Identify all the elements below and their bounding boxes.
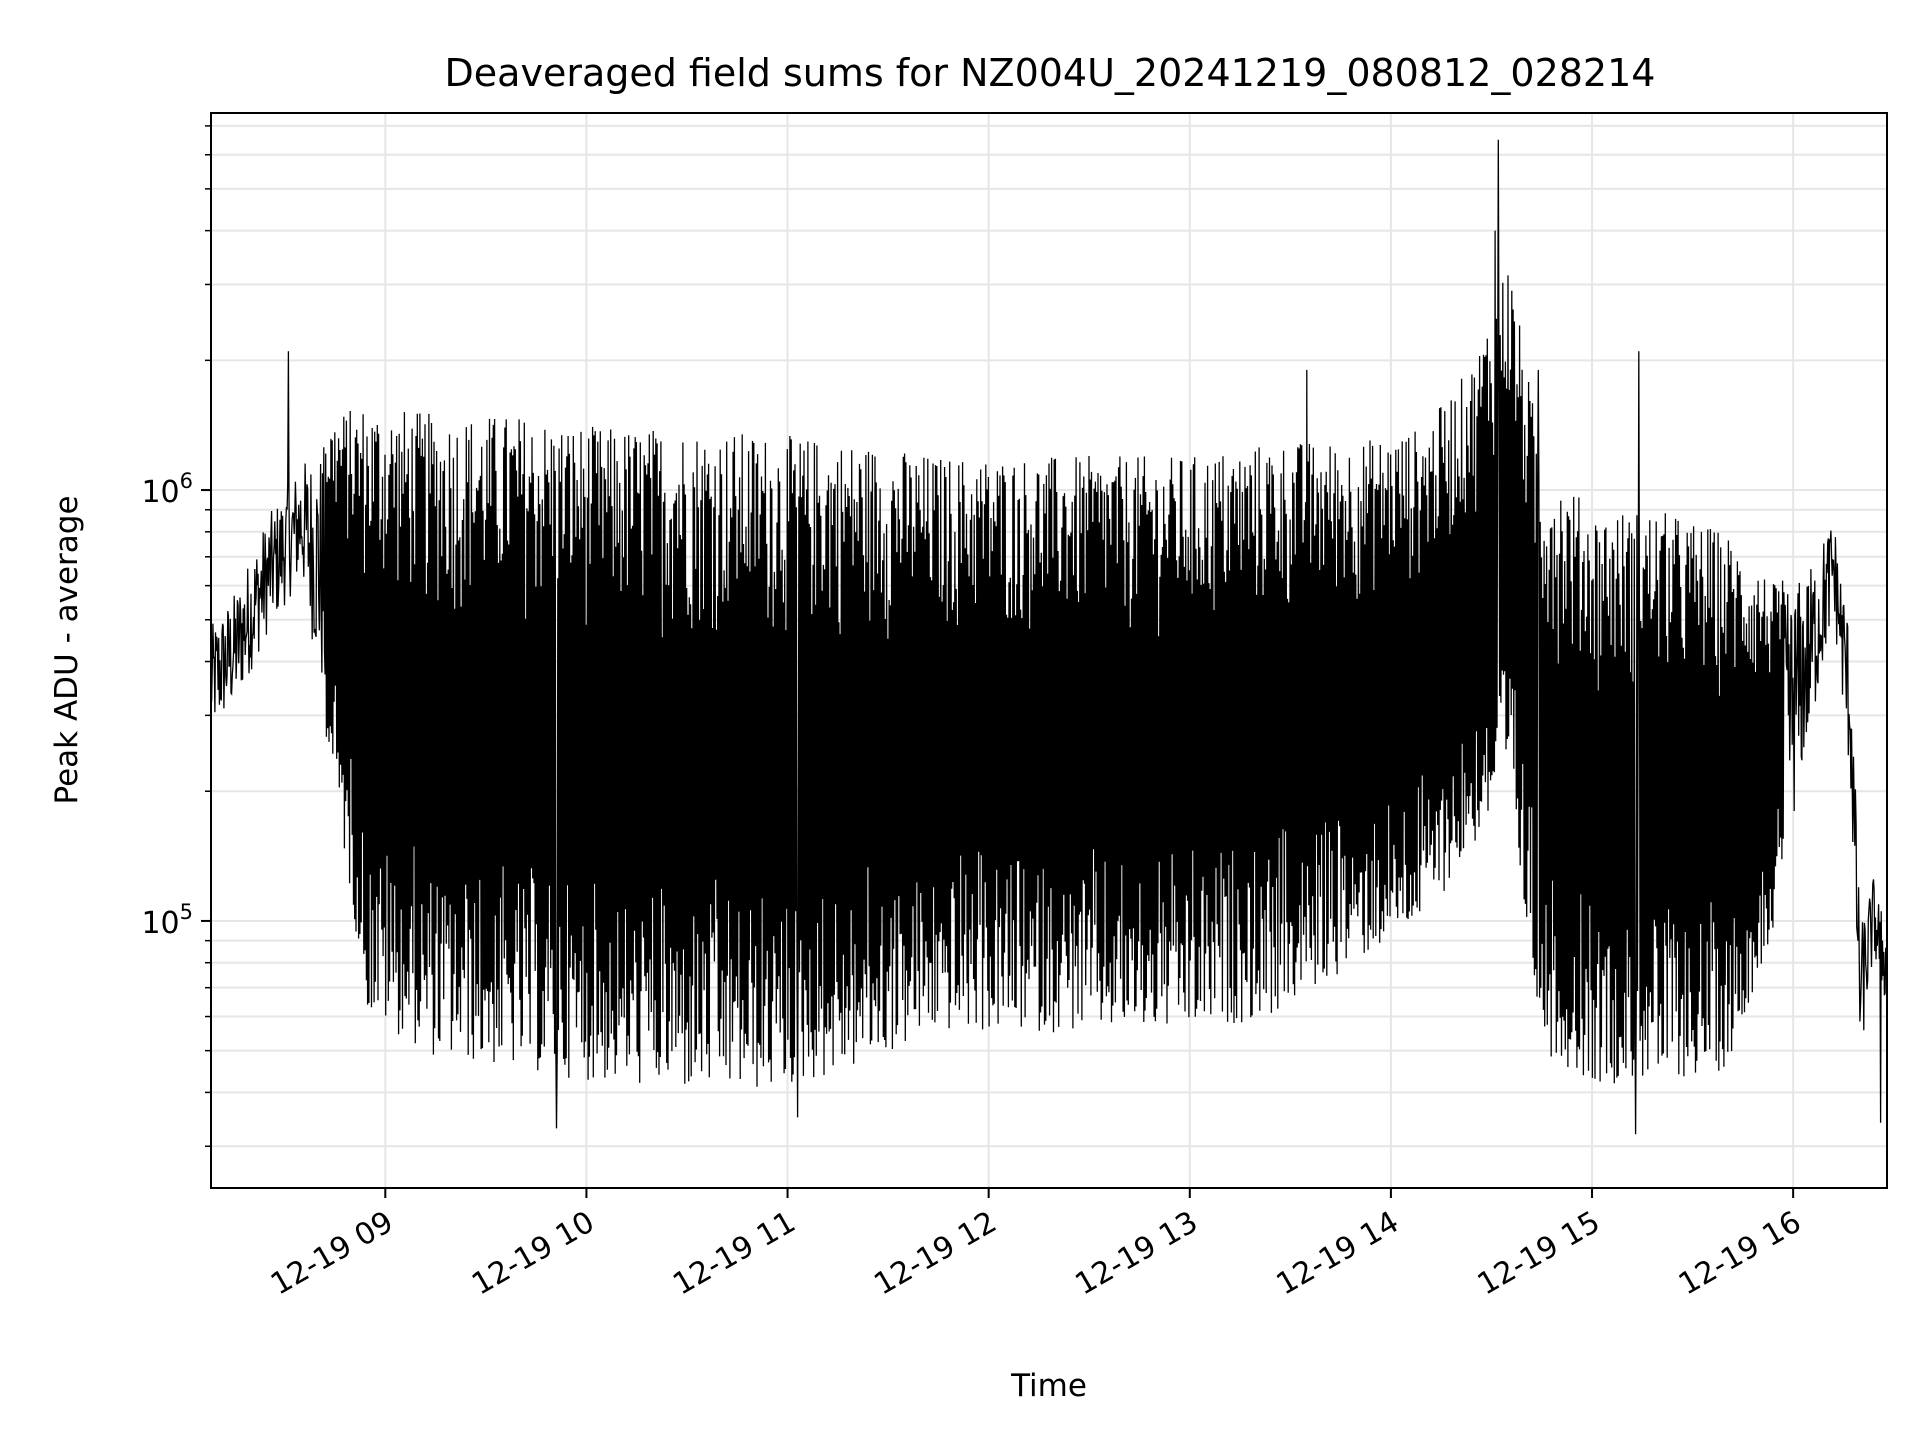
y-axis-title: Peak ADU - average — [49, 495, 85, 804]
y-tick-base: 10 — [141, 906, 179, 941]
plot-layer — [210, 139, 1888, 1135]
y-tick-label: 105 — [141, 900, 193, 941]
y-tick-exponent: 6 — [180, 469, 193, 493]
x-tick-label: 12-19 15 — [1472, 1205, 1606, 1303]
x-tick-label: 12-19 16 — [1673, 1205, 1807, 1303]
x-tick-label: 12-19 14 — [1271, 1205, 1405, 1303]
x-tick-label: 12-19 09 — [265, 1205, 399, 1303]
x-axis-title: Time — [1010, 1368, 1087, 1404]
plot-frame — [210, 112, 1888, 1189]
y-tick-base: 10 — [141, 475, 179, 510]
x-tick-label: 12-19 13 — [1069, 1205, 1203, 1303]
data-series-line — [210, 139, 1888, 1135]
chart-title: Deaveraged field sums for NZ004U_2024121… — [445, 51, 1656, 95]
x-axis: 12-19 09 12-19 10 12-19 11 12-19 12 12-19 13… — [265, 1188, 1807, 1302]
x-tick-label: 12-19 10 — [466, 1205, 600, 1303]
y-tick-exponent: 5 — [180, 900, 193, 924]
x-tick-label: 12-19 11 — [667, 1205, 801, 1303]
y-tick-label: 106 — [141, 469, 193, 510]
x-tick-label: 12-19 12 — [868, 1205, 1002, 1303]
